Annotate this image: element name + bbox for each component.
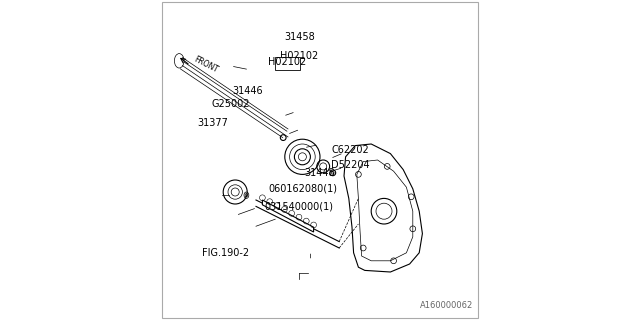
Polygon shape bbox=[344, 144, 422, 272]
Text: H02102: H02102 bbox=[280, 51, 318, 61]
Text: 31448: 31448 bbox=[305, 168, 335, 178]
Text: 060162080(1): 060162080(1) bbox=[268, 184, 337, 194]
Text: D52204: D52204 bbox=[331, 160, 370, 170]
FancyBboxPatch shape bbox=[275, 57, 300, 70]
Text: G25002: G25002 bbox=[211, 99, 250, 109]
Text: A160000062: A160000062 bbox=[420, 301, 474, 310]
Text: 31458: 31458 bbox=[284, 32, 315, 42]
Text: 31377: 31377 bbox=[197, 118, 228, 128]
Text: 31446: 31446 bbox=[233, 86, 263, 96]
Polygon shape bbox=[262, 200, 314, 232]
Text: C62202: C62202 bbox=[332, 145, 369, 156]
Text: FIG.190-2: FIG.190-2 bbox=[202, 248, 249, 258]
Text: H02102: H02102 bbox=[268, 57, 307, 68]
Text: 031540000(1): 031540000(1) bbox=[265, 201, 333, 212]
Text: FRONT: FRONT bbox=[193, 55, 220, 75]
